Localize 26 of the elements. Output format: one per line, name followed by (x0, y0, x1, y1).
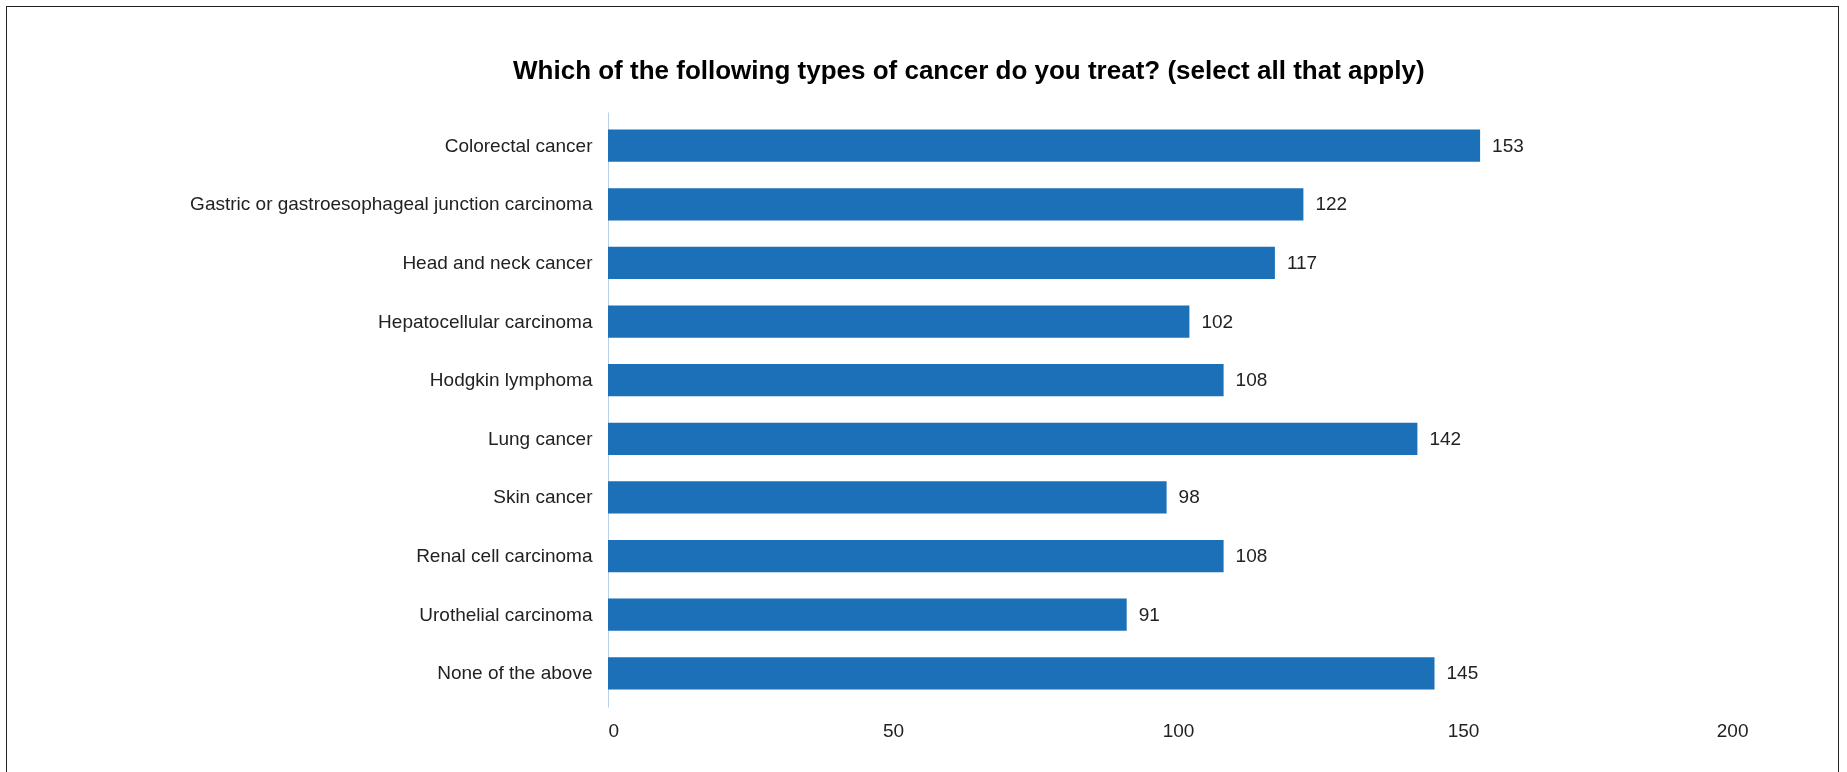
y-tick-label: Gastric or gastroesophageal junction carcinoma (190, 193, 593, 215)
y-tick-label: Colorectal cancer (444, 134, 594, 156)
data-label: 98 (1178, 486, 1200, 508)
data-label: 153 (1492, 134, 1524, 156)
x-tick-label: 150 (1447, 719, 1480, 741)
data-label: 102 (1201, 310, 1234, 332)
data-label: 117 (1286, 251, 1318, 273)
y-tick-label: Head and neck cancer (402, 251, 594, 273)
x-tick-label: 200 (1716, 719, 1749, 741)
data-label: 108 (1235, 369, 1268, 391)
x-tick-label: 50 (882, 719, 905, 741)
x-tick-label: 100 (1162, 719, 1195, 741)
y-tick-label: Hepatocellular carcinoma (378, 310, 593, 332)
y-tick-label: None of the above (437, 662, 593, 684)
chart-title: Which of the following types of cancer do you treat? (select all that apply) (513, 55, 1425, 85)
data-label: 142 (1429, 427, 1462, 449)
y-tick-label: Lung cancer (487, 427, 594, 449)
y-tick-label: Urothelial carcinoma (419, 603, 593, 625)
data-label: 122 (1315, 193, 1348, 215)
data-label: 108 (1235, 545, 1268, 567)
y-tick-label: Renal cell carcinoma (416, 545, 593, 567)
data-label: 91 (1138, 603, 1160, 625)
x-tick-label: 0 (608, 719, 620, 741)
data-label: 145 (1446, 662, 1479, 684)
y-tick-label: Skin cancer (493, 486, 594, 508)
y-tick-label: Hodgkin lymphoma (429, 369, 593, 391)
